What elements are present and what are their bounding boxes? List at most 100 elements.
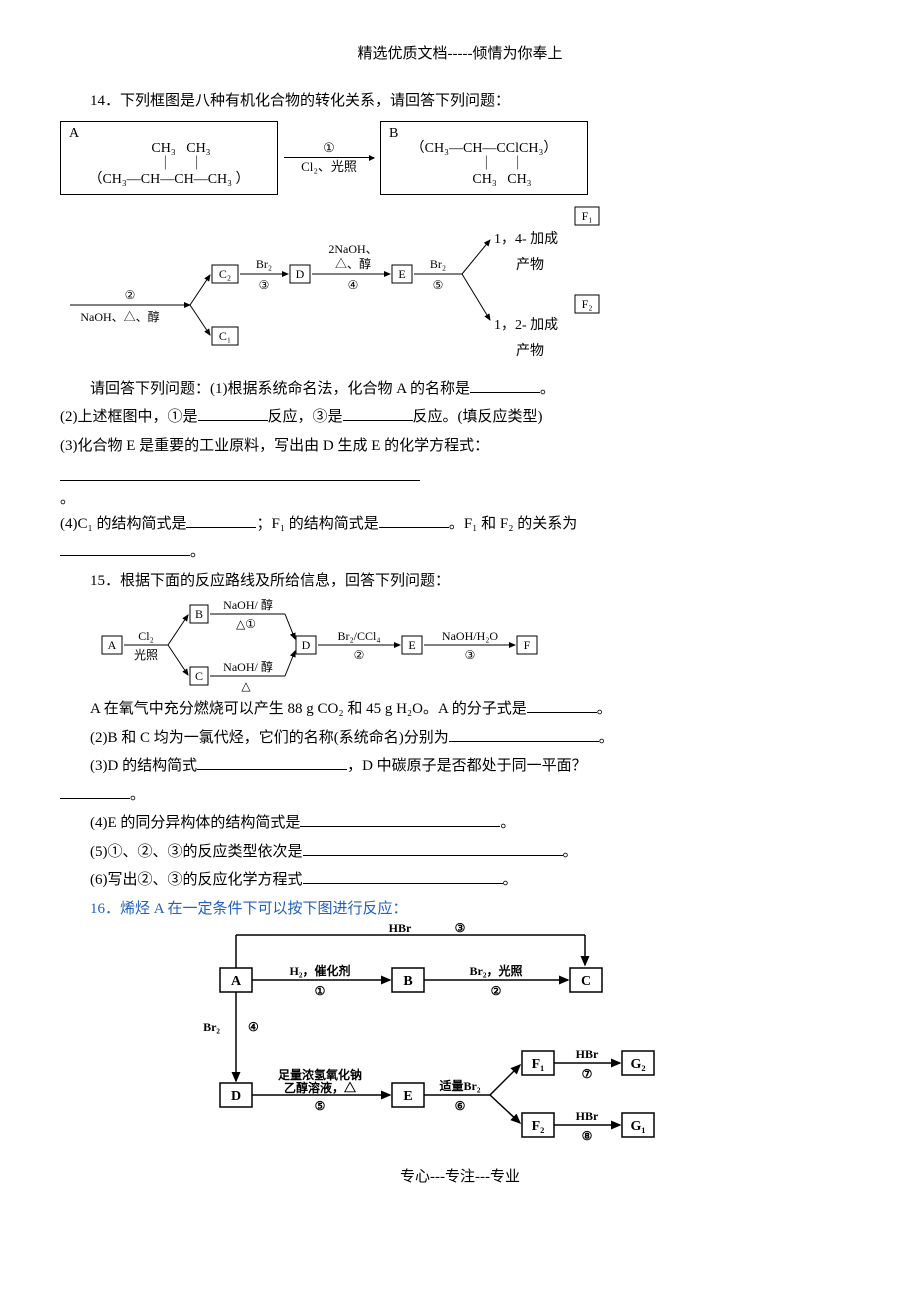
svg-text:D: D (302, 638, 311, 652)
blank[interactable] (343, 405, 413, 421)
q16-diagram: HBr ③ A H₂，催化剂 ① B Br₂，光照 ② C Br₂ ④ D 足量… (180, 923, 860, 1143)
svg-text:③: ③ (455, 923, 466, 935)
q14-diagram2: ② NaOH、△、醇 C₂ C₁ Br₂ ③ D 2NaOH、 △、醇 ④ E … (60, 205, 860, 375)
q15-svg: A Cl₂ 光照 B C NaOH/ 醇 △① NaOH/ 醇 △ D Br₂/… (100, 595, 620, 695)
svg-text:⑤: ⑤ (315, 1099, 326, 1113)
svg-text:④: ④ (348, 278, 359, 292)
svg-text:足量浓氢氧化钠: 足量浓氢氧化钠 (278, 1067, 362, 1082)
page-footer: 专心---专注---专业 (60, 1163, 860, 1192)
q14-p2: (2)上述框图中，①是反应，③是反应。(填反应类型) (60, 403, 860, 432)
q14-p4: (4)C₁ 的结构简式是；F₁ 的结构简式是。F₁ 和 F₂ 的关系为 (60, 510, 860, 539)
box-A: A CH₃ CH₃ ｜ ｜ （CH₃—CH—CH—CH₃ ） (60, 121, 278, 195)
blank-line[interactable] (60, 462, 420, 481)
svg-text:HBr: HBr (389, 923, 412, 935)
svg-text:F₁: F₁ (582, 209, 593, 223)
svg-text:B: B (403, 974, 412, 989)
svg-text:E: E (408, 638, 415, 652)
svg-text:乙醇溶液，△: 乙醇溶液，△ (284, 1080, 357, 1095)
blank[interactable] (470, 377, 540, 393)
svg-text:D: D (296, 267, 305, 281)
q15-p6: (6)写出②、③的反应化学方程式。 (60, 866, 860, 895)
svg-text:⑤: ⑤ (433, 278, 444, 292)
svg-text:②: ② (125, 288, 136, 302)
svg-text:Br₂: Br₂ (203, 1020, 220, 1034)
svg-text:NaOH、△、醇: NaOH、△、醇 (80, 309, 159, 324)
svg-text:D: D (231, 1089, 241, 1104)
svg-text:NaOH/ 醇: NaOH/ 醇 (223, 659, 273, 674)
q15-p3b: 。 (60, 781, 860, 810)
blank[interactable] (60, 783, 130, 799)
q14-p3-blank: 。 (60, 462, 860, 510)
svg-text:C₁: C₁ (219, 329, 231, 343)
svg-text:F₁: F₁ (532, 1057, 545, 1072)
page-header: 精选优质文档-----倾情为你奉上 (60, 40, 860, 69)
q15-p2: (2)B 和 C 均为一氯代烃，它们的名称(系统命名)分别为。 (60, 724, 860, 753)
svg-text:C: C (195, 669, 203, 683)
q14-diagram1: A CH₃ CH₃ ｜ ｜ （CH₃—CH—CH—CH₃ ） ① Cl₂、光照 … (60, 121, 860, 195)
svg-text:②: ② (354, 648, 365, 662)
blank[interactable] (449, 726, 599, 742)
svg-text:③: ③ (259, 278, 270, 292)
q15-stem: 15．根据下面的反应路线及所给信息，回答下列问题： (60, 567, 860, 596)
svg-text:1，4- 加成: 1，4- 加成 (494, 231, 558, 247)
svg-text:③: ③ (465, 648, 476, 662)
q16-stem: 16．烯烃 A 在一定条件下可以按下图进行反应： (60, 895, 860, 924)
blank[interactable] (198, 405, 268, 421)
svg-text:NaOH/H₂O: NaOH/H₂O (442, 629, 499, 643)
svg-text:H₂，催化剂: H₂，催化剂 (290, 963, 351, 978)
svg-text:△: △ (241, 679, 251, 693)
blank[interactable] (527, 697, 597, 713)
q14-p4b: 。 (60, 538, 860, 567)
svg-text:B: B (195, 607, 203, 621)
blank[interactable] (197, 754, 347, 770)
svg-text:HBr: HBr (576, 1047, 599, 1061)
q16-svg: HBr ③ A H₂，催化剂 ① B Br₂，光照 ② C Br₂ ④ D 足量… (180, 923, 680, 1143)
svg-text:△①: △① (236, 617, 256, 631)
svg-text:光照: 光照 (134, 648, 158, 662)
blank[interactable] (300, 811, 500, 827)
q14-stem: 14．下列框图是八种有机化合物的转化关系，请回答下列问题： (60, 87, 860, 116)
q15-diagram: A Cl₂ 光照 B C NaOH/ 醇 △① NaOH/ 醇 △ D Br₂/… (100, 595, 860, 695)
svg-text:Br₂/CCl₄: Br₂/CCl₄ (337, 629, 380, 643)
svg-text:Br₂，光照: Br₂，光照 (470, 963, 523, 978)
q14-p3: (3)化合物 E 是重要的工业原料，写出由 D 生成 E 的化学方程式： (60, 432, 860, 461)
svg-text:Br₂: Br₂ (256, 257, 272, 271)
svg-text:⑧: ⑧ (582, 1129, 593, 1143)
blank[interactable] (303, 868, 503, 884)
svg-text:E: E (403, 1089, 412, 1104)
q15-p5: (5)①、②、③的反应类型依次是。 (60, 838, 860, 867)
svg-text:产物: 产物 (516, 257, 544, 273)
svg-text:△、醇: △、醇 (335, 256, 371, 271)
header-text: 精选优质文档-----倾情为你奉上 (358, 46, 563, 62)
arrow-1: ① Cl₂、光照 (284, 141, 374, 174)
svg-text:④: ④ (248, 1020, 259, 1034)
svg-text:②: ② (491, 984, 502, 998)
svg-text:NaOH/ 醇: NaOH/ 醇 (223, 597, 273, 612)
footer-text: 专心---专注---专业 (400, 1169, 520, 1185)
q15-p3: (3)D 的结构简式，D 中碳原子是否都处于同一平面？ (60, 752, 860, 781)
blank[interactable] (379, 512, 449, 528)
svg-text:2NaOH、: 2NaOH、 (328, 242, 377, 256)
box-B: B （CH₃—CH—CClCH₃） ｜ ｜ CH₃ CH₃ (380, 121, 588, 195)
svg-text:1，2- 加成: 1，2- 加成 (494, 317, 558, 333)
svg-text:F₂: F₂ (532, 1119, 545, 1134)
svg-text:F₂: F₂ (582, 297, 593, 311)
q14-svg: ② NaOH、△、醇 C₂ C₁ Br₂ ③ D 2NaOH、 △、醇 ④ E … (60, 205, 700, 375)
blank[interactable] (60, 540, 190, 556)
q15-p1: A 在氧气中充分燃烧可以产生 88 g CO₂ 和 45 g H₂O。A 的分子… (60, 695, 860, 724)
svg-text:E: E (398, 267, 405, 281)
svg-text:HBr: HBr (576, 1109, 599, 1123)
svg-text:⑦: ⑦ (582, 1067, 593, 1081)
svg-text:①: ① (315, 984, 326, 998)
q15-p4: (4)E 的同分异构体的结构简式是。 (60, 809, 860, 838)
svg-text:⑥: ⑥ (455, 1099, 466, 1113)
blank[interactable] (186, 512, 256, 528)
svg-text:Cl₂: Cl₂ (138, 629, 154, 643)
blank[interactable] (303, 840, 563, 856)
svg-text:产物: 产物 (516, 343, 544, 359)
svg-text:F: F (524, 638, 531, 652)
svg-text:G₂: G₂ (630, 1057, 645, 1072)
svg-text:C₂: C₂ (219, 267, 231, 281)
svg-text:C: C (581, 974, 591, 989)
svg-text:A: A (231, 974, 242, 989)
